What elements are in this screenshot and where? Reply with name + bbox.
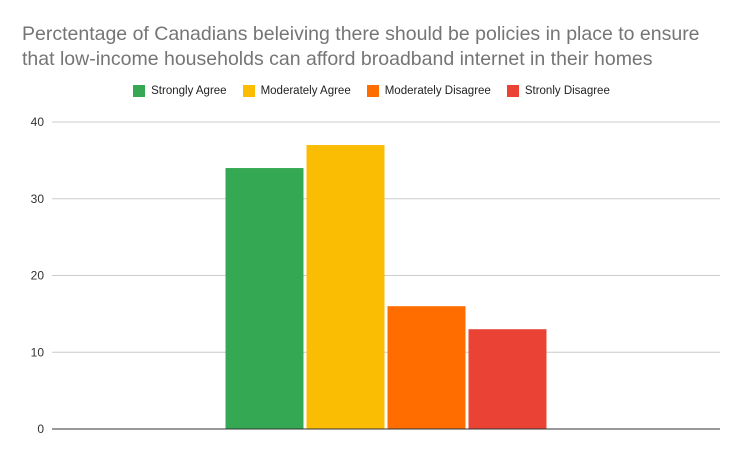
gridlines: [52, 121, 720, 353]
chart-title-line-1: Perctentage of Canadians beleiving there…: [22, 23, 700, 45]
legend-item-moderately-disagree: Moderately Disagree: [366, 85, 491, 97]
legend-item-moderately-agree: Moderately Agree: [242, 85, 351, 97]
legend-item-strongly-agree: Strongly Agree: [133, 85, 227, 97]
chart-title-line-2: that low-income households can afford br…: [22, 48, 653, 70]
y-tick-label: 20: [31, 269, 45, 283]
legend-swatch-strongly-agree: [133, 85, 146, 97]
y-tick-label: 40: [31, 115, 45, 129]
legend-swatch-moderately-agree: [242, 85, 255, 97]
y-tick-label: 30: [31, 192, 45, 206]
chart-title: Perctentage of Canadians beleiving there…: [22, 22, 722, 72]
legend-label-stronly-disagree: Stronly Disagree: [524, 85, 610, 97]
bar-strongly-agree: [225, 168, 304, 430]
bars: [225, 145, 547, 430]
legend-label-strongly-agree: Strongly Agree: [151, 85, 227, 97]
legend-label-moderately-agree: Moderately Agree: [260, 85, 351, 97]
legend: Strongly Agree Moderately Agree Moderate…: [0, 85, 743, 97]
y-tick-label: 10: [31, 345, 45, 359]
bar-moderately-agree: [306, 145, 385, 429]
legend-label-moderately-disagree: Moderately Disagree: [384, 85, 491, 97]
legend-swatch-moderately-disagree: [366, 85, 379, 97]
legend-item-stronly-disagree: Stronly Disagree: [506, 85, 610, 97]
bar-stronly-disagree: [468, 329, 547, 429]
bar-moderately-disagree: [387, 306, 466, 429]
y-tick-label: 0: [37, 422, 44, 436]
y-axis-labels: 0 10 20 30 40: [31, 115, 45, 436]
legend-swatch-stronly-disagree: [506, 85, 519, 97]
